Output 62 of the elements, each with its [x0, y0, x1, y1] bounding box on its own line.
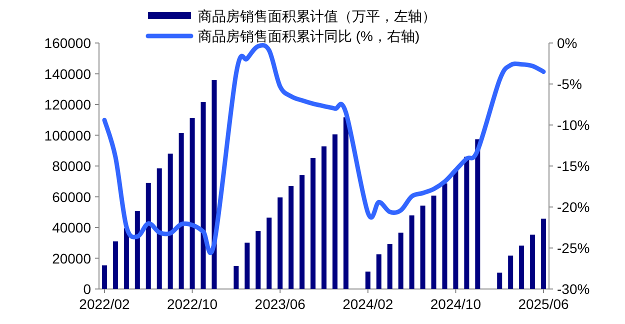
y2-tick-label: 0% — [557, 35, 578, 51]
bar — [322, 146, 326, 289]
bar — [234, 266, 239, 289]
y2-tick-label: -10% — [557, 117, 590, 133]
bar — [310, 158, 316, 289]
x-tick-label: 2024/02 — [342, 296, 394, 312]
bar — [442, 183, 448, 289]
x-tick-label: 2024/10 — [430, 296, 482, 312]
x-tick-label: 2022/10 — [166, 296, 218, 312]
y-tick-label: 20000 — [52, 250, 92, 266]
legend-label: 商品房销售面积累计值（万平，左轴） — [198, 8, 436, 24]
bar — [519, 246, 524, 289]
y2-tick-label: -20% — [557, 199, 590, 215]
bar — [288, 186, 294, 289]
bar — [146, 182, 151, 289]
bar — [420, 206, 426, 289]
y2-tick-label: -25% — [557, 240, 590, 256]
bar — [168, 154, 173, 289]
bar — [244, 242, 250, 289]
bar — [178, 132, 184, 289]
bar — [365, 272, 370, 289]
bar — [475, 139, 480, 289]
x-tick-label: 2022/02 — [79, 296, 130, 312]
bar — [112, 241, 118, 289]
y2-tick-label: -30% — [557, 281, 590, 297]
bar — [343, 117, 348, 289]
bar — [376, 254, 382, 289]
bar — [256, 231, 261, 289]
bar — [156, 168, 162, 289]
bar — [387, 244, 392, 289]
y-tick-label: 40000 — [52, 220, 92, 236]
bar — [190, 118, 195, 289]
bar — [278, 197, 283, 289]
x-tick-label: 2023/06 — [254, 296, 306, 312]
y2-tick-label: -5% — [557, 76, 582, 92]
bar — [409, 215, 414, 289]
y-tick-label: 140000 — [44, 66, 92, 82]
bar — [541, 218, 546, 289]
bar — [124, 228, 129, 289]
bar — [200, 102, 206, 289]
y-tick-label: 80000 — [52, 158, 92, 174]
y-tick-label: 0 — [83, 281, 92, 297]
bar — [102, 265, 107, 289]
bar — [497, 272, 502, 289]
x-tick-label: 2025/06 — [518, 296, 570, 312]
bar — [453, 170, 458, 289]
bar — [212, 80, 217, 289]
y-tick-label: 100000 — [44, 127, 92, 144]
bar — [300, 175, 305, 289]
bar — [134, 211, 140, 289]
bar — [398, 232, 404, 289]
bar — [508, 256, 514, 289]
y2-tick-label: -15% — [557, 158, 590, 174]
bar — [431, 196, 436, 289]
y-tick-label: 60000 — [52, 188, 92, 205]
legend-label: 商品房销售面积累计同比 (%，右轴) — [198, 28, 420, 44]
bar — [266, 218, 272, 289]
bar — [332, 134, 338, 289]
y-tick-label: 120000 — [44, 96, 92, 112]
y-tick-label: 160000 — [44, 35, 92, 51]
bar — [464, 156, 470, 289]
bar — [530, 234, 536, 289]
